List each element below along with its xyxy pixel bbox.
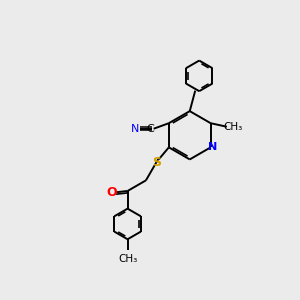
Text: CH₃: CH₃	[118, 254, 137, 264]
Text: O: O	[106, 186, 117, 199]
Text: S: S	[152, 155, 161, 169]
Text: N: N	[131, 124, 139, 134]
Text: C: C	[146, 124, 154, 134]
Text: CH₃: CH₃	[224, 122, 243, 132]
Text: N: N	[208, 142, 217, 152]
